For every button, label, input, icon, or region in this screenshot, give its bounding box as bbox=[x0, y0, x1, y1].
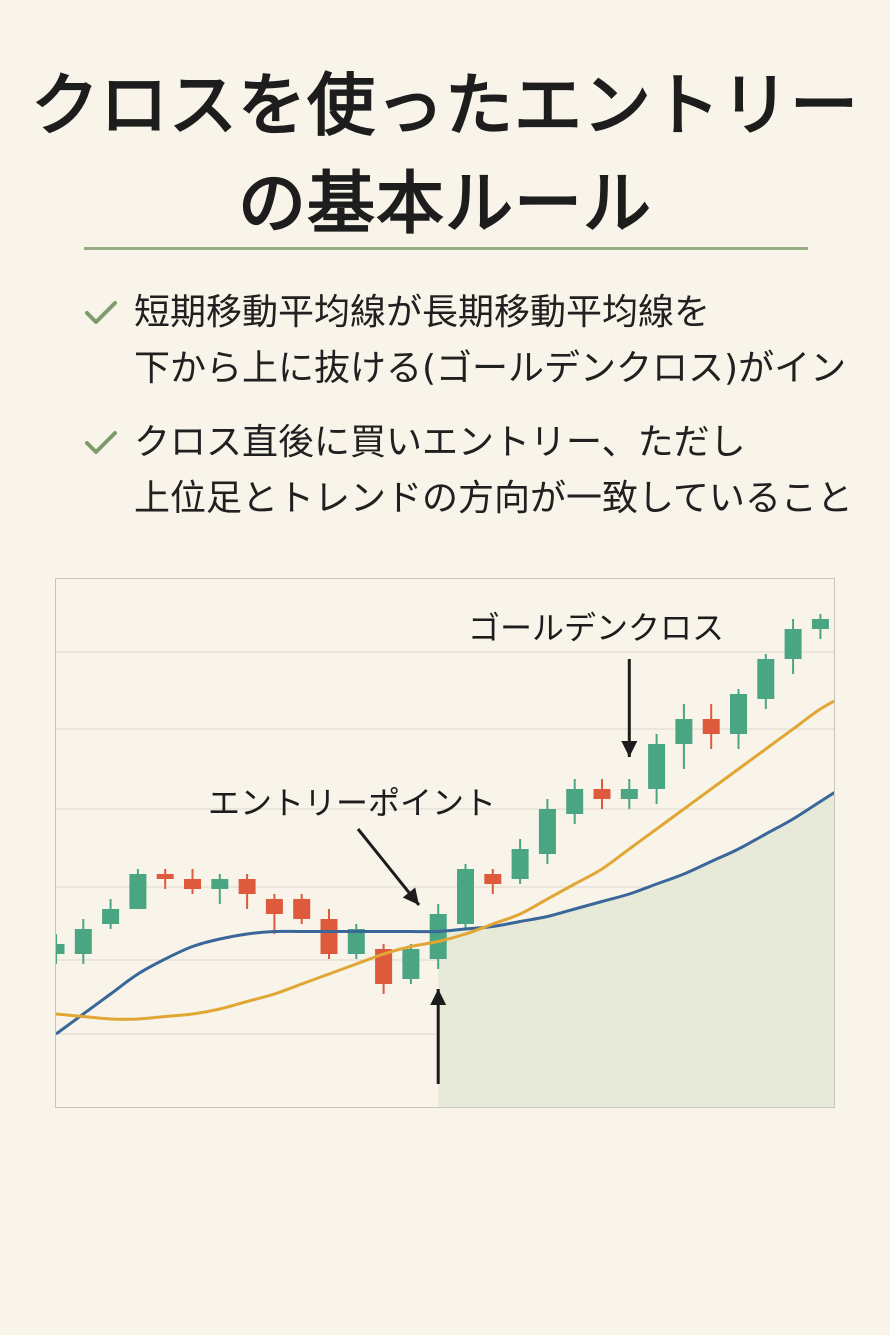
candle bbox=[347, 924, 365, 959]
candle-body bbox=[484, 874, 502, 884]
candle-body bbox=[293, 899, 311, 919]
candle-body bbox=[784, 629, 802, 659]
candlestick-chart: ゴールデンクロス エントリーポイント bbox=[55, 578, 835, 1108]
entry-point-arrow-icon bbox=[356, 828, 421, 906]
candle-body bbox=[347, 929, 365, 954]
candle-body bbox=[457, 869, 474, 924]
candle-body bbox=[74, 929, 92, 954]
short-ma-line bbox=[56, 699, 834, 1021]
chart-canvas: ゴールデンクロス エントリーポイント bbox=[56, 609, 834, 1107]
check-icon bbox=[85, 301, 117, 324]
candle bbox=[429, 904, 447, 969]
candle-body bbox=[56, 944, 65, 954]
arrow-head bbox=[430, 989, 447, 1005]
candle-body bbox=[511, 849, 529, 879]
arrow-head bbox=[621, 741, 638, 757]
candle-body bbox=[211, 879, 229, 889]
page-title: クロスを使ったエントリー の基本ルール bbox=[0, 58, 890, 254]
candle-body bbox=[102, 909, 120, 924]
candle-body bbox=[593, 789, 611, 799]
candle bbox=[293, 894, 311, 924]
candle bbox=[811, 614, 829, 639]
candle-body bbox=[320, 919, 338, 954]
candle-body bbox=[811, 619, 829, 629]
rule-item-entry: クロス直後に買いエントリー、ただし 上位足とトレンドの方向が一致していること bbox=[84, 415, 864, 527]
candle bbox=[74, 919, 92, 964]
rule-item-golden-cross: 短期移動平均線が長期移動平均線を 下から上に抜ける(ゴールデンクロス)がイン bbox=[84, 285, 864, 397]
candle bbox=[320, 909, 338, 959]
shaded-region bbox=[438, 792, 834, 1107]
candle bbox=[457, 864, 474, 929]
candle-body bbox=[675, 719, 693, 744]
title-line-1: クロスを使ったエントリー bbox=[30, 67, 859, 146]
candle bbox=[265, 894, 283, 934]
candle bbox=[484, 869, 502, 894]
long-ma-line bbox=[56, 791, 834, 1036]
rule-text-line-2: 下から上に抜ける(ゴールデンクロス)がイン bbox=[134, 348, 847, 389]
candle bbox=[184, 869, 201, 894]
candle-body bbox=[265, 899, 283, 914]
rule-list: 短期移動平均線が長期移動平均線を 下から上に抜ける(ゴールデンクロス)がイン ク… bbox=[84, 285, 864, 545]
candle-body bbox=[730, 694, 747, 734]
check-icon bbox=[85, 431, 117, 454]
candle bbox=[730, 689, 747, 749]
candle bbox=[757, 654, 775, 709]
candle-body bbox=[238, 879, 256, 894]
candle bbox=[784, 619, 802, 674]
arrow-head bbox=[402, 887, 419, 905]
candles bbox=[56, 614, 829, 994]
golden-cross-label: ゴールデンクロス bbox=[468, 609, 724, 647]
annotation-arrows bbox=[356, 659, 638, 1084]
candle bbox=[129, 869, 147, 909]
candle bbox=[538, 799, 556, 864]
candle-body bbox=[184, 879, 201, 889]
candle-body bbox=[375, 949, 393, 984]
candle bbox=[156, 869, 174, 889]
candle-body bbox=[129, 874, 147, 909]
rule-text-line-1: クロス直後に買いエントリー、ただし bbox=[134, 422, 746, 463]
candle bbox=[375, 944, 393, 994]
candle bbox=[238, 874, 256, 909]
candle bbox=[102, 899, 120, 929]
candle bbox=[402, 944, 420, 984]
candle-body bbox=[402, 949, 420, 979]
rule-text-line-1: 短期移動平均線が長期移動平均線を bbox=[134, 292, 711, 333]
candle-body bbox=[156, 874, 174, 879]
candle bbox=[593, 779, 611, 809]
candle bbox=[511, 839, 529, 884]
entry-up-arrow-icon bbox=[430, 989, 447, 1084]
candle bbox=[211, 874, 229, 904]
candle bbox=[620, 779, 638, 809]
title-line-2: の基本ルール bbox=[237, 165, 652, 244]
candle-body bbox=[702, 719, 720, 734]
candle-body bbox=[566, 789, 584, 814]
entry-point-label: エントリーポイント bbox=[208, 784, 496, 822]
candle bbox=[648, 734, 666, 804]
candle-body bbox=[648, 744, 666, 789]
rule-text-line-2: 上位足とトレンドの方向が一致していること bbox=[134, 478, 853, 519]
candle bbox=[56, 934, 65, 964]
title-divider bbox=[84, 247, 808, 250]
candle-body bbox=[538, 809, 556, 854]
candle-body bbox=[429, 914, 447, 959]
candle-body bbox=[757, 659, 775, 699]
candle bbox=[675, 704, 693, 769]
arrow-shaft bbox=[356, 828, 421, 906]
candle bbox=[566, 779, 584, 824]
golden-cross-arrow-icon bbox=[621, 659, 638, 757]
candle-body bbox=[620, 789, 638, 799]
candle bbox=[702, 704, 720, 749]
